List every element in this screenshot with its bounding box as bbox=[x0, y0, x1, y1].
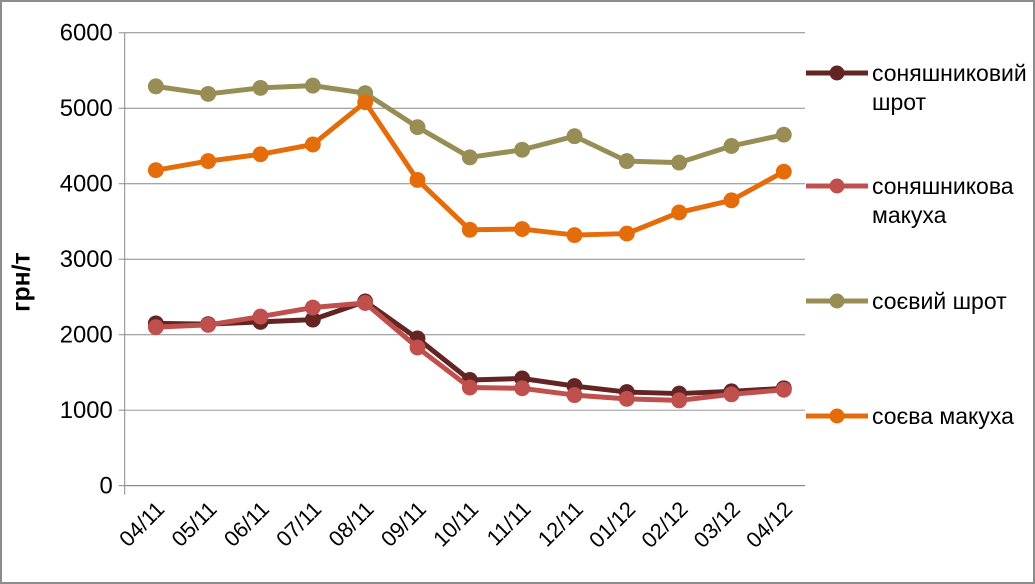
x-axis-tick-label: 09/11 bbox=[376, 496, 431, 551]
data-point bbox=[618, 390, 635, 407]
legend-item: соняшникова макуха bbox=[806, 172, 1033, 230]
data-point bbox=[409, 119, 426, 136]
data-point bbox=[147, 78, 164, 95]
x-axis-tick-label: 08/11 bbox=[323, 496, 378, 551]
data-point bbox=[566, 387, 583, 404]
data-point bbox=[723, 192, 740, 209]
y-axis-tick-label: 1000 bbox=[60, 397, 113, 424]
y-axis-tick-label: 5000 bbox=[60, 95, 113, 122]
legend-item: соєвий шрот bbox=[806, 287, 1033, 316]
data-point bbox=[775, 163, 792, 180]
data-point bbox=[304, 136, 321, 153]
legend-marker-icon bbox=[806, 65, 868, 81]
data-point bbox=[147, 162, 164, 179]
svg-text:03/12: 03/12 bbox=[689, 496, 745, 552]
x-axis-tick-label: 05/11 bbox=[166, 496, 221, 551]
legend-label: соняшниковий шрот bbox=[872, 60, 1027, 115]
data-point bbox=[671, 204, 688, 221]
data-point bbox=[618, 153, 635, 170]
data-point bbox=[461, 149, 478, 166]
data-point bbox=[723, 138, 740, 154]
data-point bbox=[618, 225, 635, 242]
data-point bbox=[200, 153, 217, 170]
svg-text:04/12: 04/12 bbox=[741, 496, 797, 552]
data-point bbox=[200, 85, 217, 102]
data-point bbox=[775, 126, 792, 143]
data-point bbox=[461, 379, 478, 396]
legend-marker-icon bbox=[806, 408, 868, 424]
data-point bbox=[514, 221, 531, 237]
svg-text:10/11: 10/11 bbox=[428, 496, 483, 551]
svg-text:05/11: 05/11 bbox=[166, 496, 221, 551]
x-axis-tick-label: 01/12 bbox=[584, 496, 640, 552]
svg-text:02/12: 02/12 bbox=[636, 496, 692, 552]
y-axis-tick-label: 2000 bbox=[60, 322, 113, 349]
y-axis-tick-label: 4000 bbox=[60, 171, 113, 198]
data-point bbox=[252, 146, 269, 163]
data-point bbox=[514, 380, 531, 397]
legend-item: соняшниковий шрот bbox=[806, 59, 1033, 117]
series-line-3 bbox=[153, 99, 787, 238]
legend-marker-icon bbox=[806, 293, 868, 309]
svg-text:01/12: 01/12 bbox=[584, 496, 640, 552]
data-point bbox=[252, 308, 269, 325]
x-axis-tick-label: 12/11 bbox=[533, 496, 588, 551]
data-point bbox=[147, 319, 164, 336]
data-point bbox=[514, 141, 531, 158]
data-point bbox=[304, 311, 321, 328]
x-axis-tick-label: 04/12 bbox=[741, 496, 797, 552]
data-point bbox=[357, 295, 374, 311]
data-point bbox=[200, 316, 217, 333]
svg-text:12/11: 12/11 bbox=[533, 496, 588, 551]
svg-text:08/11: 08/11 bbox=[323, 496, 378, 551]
x-axis-tick-label: 04/11 bbox=[114, 496, 169, 551]
x-axis-tick-label: 02/12 bbox=[636, 496, 692, 552]
x-axis-tick-label: 03/12 bbox=[689, 496, 745, 552]
legend: соняшниковий шрот соняшникова макуха соєви… bbox=[806, 2, 1033, 582]
svg-text:04/11: 04/11 bbox=[114, 496, 169, 551]
svg-text:07/11: 07/11 bbox=[271, 496, 326, 551]
y-axis-tick-label: 6000 bbox=[60, 20, 113, 47]
data-point bbox=[304, 77, 321, 94]
y-axis-tick-label: 0 bbox=[100, 473, 113, 500]
legend-item: соєва макуха bbox=[806, 402, 1033, 431]
legend-label: соняшникова макуха bbox=[872, 173, 1014, 228]
y-axis-title: грн/т bbox=[8, 252, 35, 312]
svg-text:06/11: 06/11 bbox=[219, 496, 274, 551]
data-point bbox=[775, 381, 792, 398]
data-point bbox=[409, 339, 426, 356]
data-point bbox=[252, 79, 269, 96]
x-axis-tick-label: 06/11 bbox=[219, 496, 274, 551]
data-point bbox=[304, 299, 321, 316]
data-point bbox=[671, 392, 688, 409]
x-axis-tick-label: 07/11 bbox=[271, 496, 326, 551]
legend-marker-icon bbox=[806, 178, 868, 194]
data-point bbox=[357, 94, 374, 111]
svg-text:09/11: 09/11 bbox=[376, 496, 431, 551]
x-axis-tick-label: 11/11 bbox=[482, 496, 536, 550]
data-point bbox=[409, 172, 426, 188]
data-point bbox=[671, 154, 688, 171]
x-axis-tick-label: 10/11 bbox=[428, 496, 483, 551]
y-axis-tick-label: 3000 bbox=[60, 246, 113, 273]
legend-label: соєвий шрот bbox=[872, 288, 1007, 314]
legend-label: соєва макуха bbox=[872, 403, 1014, 429]
data-point bbox=[723, 386, 740, 403]
data-point bbox=[566, 227, 583, 244]
data-point bbox=[461, 221, 478, 238]
data-point bbox=[566, 128, 583, 145]
svg-text:11/11: 11/11 bbox=[482, 496, 536, 550]
